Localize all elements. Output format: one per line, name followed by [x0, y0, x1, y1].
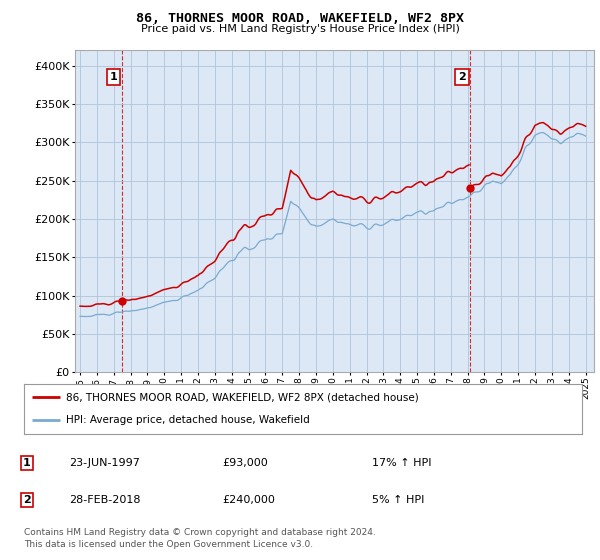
Text: £240,000: £240,000 — [222, 494, 275, 505]
Text: HPI: Average price, detached house, Wakefield: HPI: Average price, detached house, Wake… — [66, 416, 310, 426]
Text: Contains HM Land Registry data © Crown copyright and database right 2024.
This d: Contains HM Land Registry data © Crown c… — [24, 528, 376, 549]
Text: 28-FEB-2018: 28-FEB-2018 — [69, 494, 140, 505]
Text: 5% ↑ HPI: 5% ↑ HPI — [372, 494, 424, 505]
Text: 1: 1 — [110, 72, 117, 82]
Text: Price paid vs. HM Land Registry's House Price Index (HPI): Price paid vs. HM Land Registry's House … — [140, 24, 460, 34]
Text: 2: 2 — [458, 72, 466, 82]
Text: 17% ↑ HPI: 17% ↑ HPI — [372, 458, 431, 468]
Text: 23-JUN-1997: 23-JUN-1997 — [69, 458, 140, 468]
Text: 86, THORNES MOOR ROAD, WAKEFIELD, WF2 8PX (detached house): 86, THORNES MOOR ROAD, WAKEFIELD, WF2 8P… — [66, 392, 419, 402]
Text: £93,000: £93,000 — [222, 458, 268, 468]
Text: 2: 2 — [23, 494, 31, 505]
Text: 1: 1 — [23, 458, 31, 468]
Text: 86, THORNES MOOR ROAD, WAKEFIELD, WF2 8PX: 86, THORNES MOOR ROAD, WAKEFIELD, WF2 8P… — [136, 12, 464, 25]
